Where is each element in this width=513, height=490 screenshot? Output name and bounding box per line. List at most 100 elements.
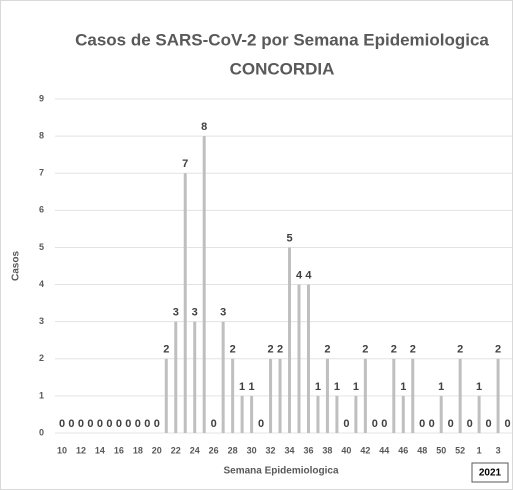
y-tick-label: 2: [39, 353, 44, 363]
data-label: 0: [87, 418, 93, 430]
data-label: 2: [230, 344, 236, 356]
x-axis-title: Semana Epidemiologica: [223, 466, 338, 477]
x-tick-label: 1: [477, 445, 482, 455]
bar: [392, 358, 396, 433]
bar: [278, 358, 282, 433]
y-tick-label: 4: [39, 279, 44, 289]
x-tick-label: 44: [379, 445, 389, 455]
data-label: 0: [97, 418, 103, 430]
x-tick-label: 26: [209, 445, 219, 455]
annotation: 2021: [479, 468, 502, 479]
bar: [458, 358, 462, 433]
x-tick-label: 46: [398, 445, 408, 455]
data-label: 3: [220, 307, 226, 319]
data-label: 0: [106, 418, 112, 430]
data-label: 1: [353, 381, 359, 393]
x-tick-label: 32: [266, 445, 276, 455]
bar: [193, 321, 197, 433]
data-label: 0: [372, 418, 378, 430]
data-label: 1: [438, 381, 444, 393]
data-label: 2: [391, 344, 397, 356]
data-label: 2: [163, 344, 169, 356]
x-tick-label: 3: [496, 445, 501, 455]
y-axis-title: Casos: [11, 251, 22, 281]
bar: [316, 395, 320, 433]
data-label: 3: [192, 307, 198, 319]
y-tick-label: 3: [39, 316, 44, 326]
x-tick-label: 10: [57, 445, 67, 455]
data-label: 0: [116, 418, 122, 430]
y-tick-label: 5: [39, 242, 44, 252]
x-tick-label: 52: [455, 445, 465, 455]
x-tick-label: 22: [171, 445, 181, 455]
bar: [496, 358, 500, 433]
data-label: 0: [467, 418, 473, 430]
data-label: 1: [315, 381, 321, 393]
x-tick-label: 20: [152, 445, 162, 455]
annotation-box: [471, 462, 509, 483]
x-tick-label: 50: [436, 445, 446, 455]
data-label: 0: [258, 418, 264, 430]
data-label: 0: [59, 418, 65, 430]
bar: [354, 395, 358, 433]
x-tick-label: 42: [360, 445, 370, 455]
data-label: 2: [324, 344, 330, 356]
data-label: 0: [381, 418, 387, 430]
bar: [335, 395, 339, 433]
bar: [306, 284, 310, 433]
x-tick-label: 40: [341, 445, 351, 455]
data-label: 2: [495, 344, 501, 356]
bar: [297, 284, 301, 433]
data-label: 8: [201, 121, 207, 133]
y-tick-label: 6: [39, 205, 44, 215]
data-label: 4: [305, 269, 312, 281]
data-label: 4: [296, 269, 303, 281]
bar: [231, 358, 235, 433]
bar: [411, 358, 415, 433]
x-tick-label: 36: [303, 445, 313, 455]
bar: [288, 247, 292, 433]
bar: [250, 395, 254, 433]
data-label: 0: [448, 418, 454, 430]
bar: [164, 358, 168, 433]
chart-subtitle: CONCORDIA: [230, 59, 335, 78]
x-tick-label: 48: [417, 445, 427, 455]
data-label: 2: [457, 344, 463, 356]
bar: [183, 173, 187, 433]
data-label: 1: [334, 381, 340, 393]
data-label: 0: [343, 418, 349, 430]
data-label: 3: [173, 307, 179, 319]
x-tick-label: 34: [285, 445, 295, 455]
x-tick-label: 16: [114, 445, 124, 455]
data-label: 1: [400, 381, 406, 393]
data-label: 0: [429, 418, 435, 430]
data-label: 0: [504, 418, 510, 430]
x-tick-label: 28: [228, 445, 238, 455]
y-tick-label: 7: [39, 168, 44, 178]
data-label: 2: [277, 344, 283, 356]
data-label: 0: [419, 418, 425, 430]
data-label: 0: [78, 418, 84, 430]
bar: [240, 395, 244, 433]
x-tick-label: 14: [95, 445, 105, 455]
bar: [202, 136, 206, 433]
y-tick-label: 0: [39, 427, 44, 437]
data-label: 0: [486, 418, 492, 430]
data-label: 0: [211, 418, 217, 430]
data-label: 1: [239, 381, 245, 393]
x-tick-label: 38: [322, 445, 332, 455]
y-tick-label: 9: [39, 93, 44, 103]
y-tick-label: 1: [39, 390, 44, 400]
y-tick-label: 8: [39, 130, 44, 140]
bar: [477, 395, 481, 433]
data-label: 0: [154, 418, 160, 430]
bar: [401, 395, 405, 433]
data-label: 1: [249, 381, 255, 393]
data-label: 5: [286, 232, 292, 244]
x-tick-label: 30: [247, 445, 257, 455]
data-label: 0: [144, 418, 150, 430]
data-label: 2: [410, 344, 416, 356]
x-tick-label: 12: [76, 445, 86, 455]
